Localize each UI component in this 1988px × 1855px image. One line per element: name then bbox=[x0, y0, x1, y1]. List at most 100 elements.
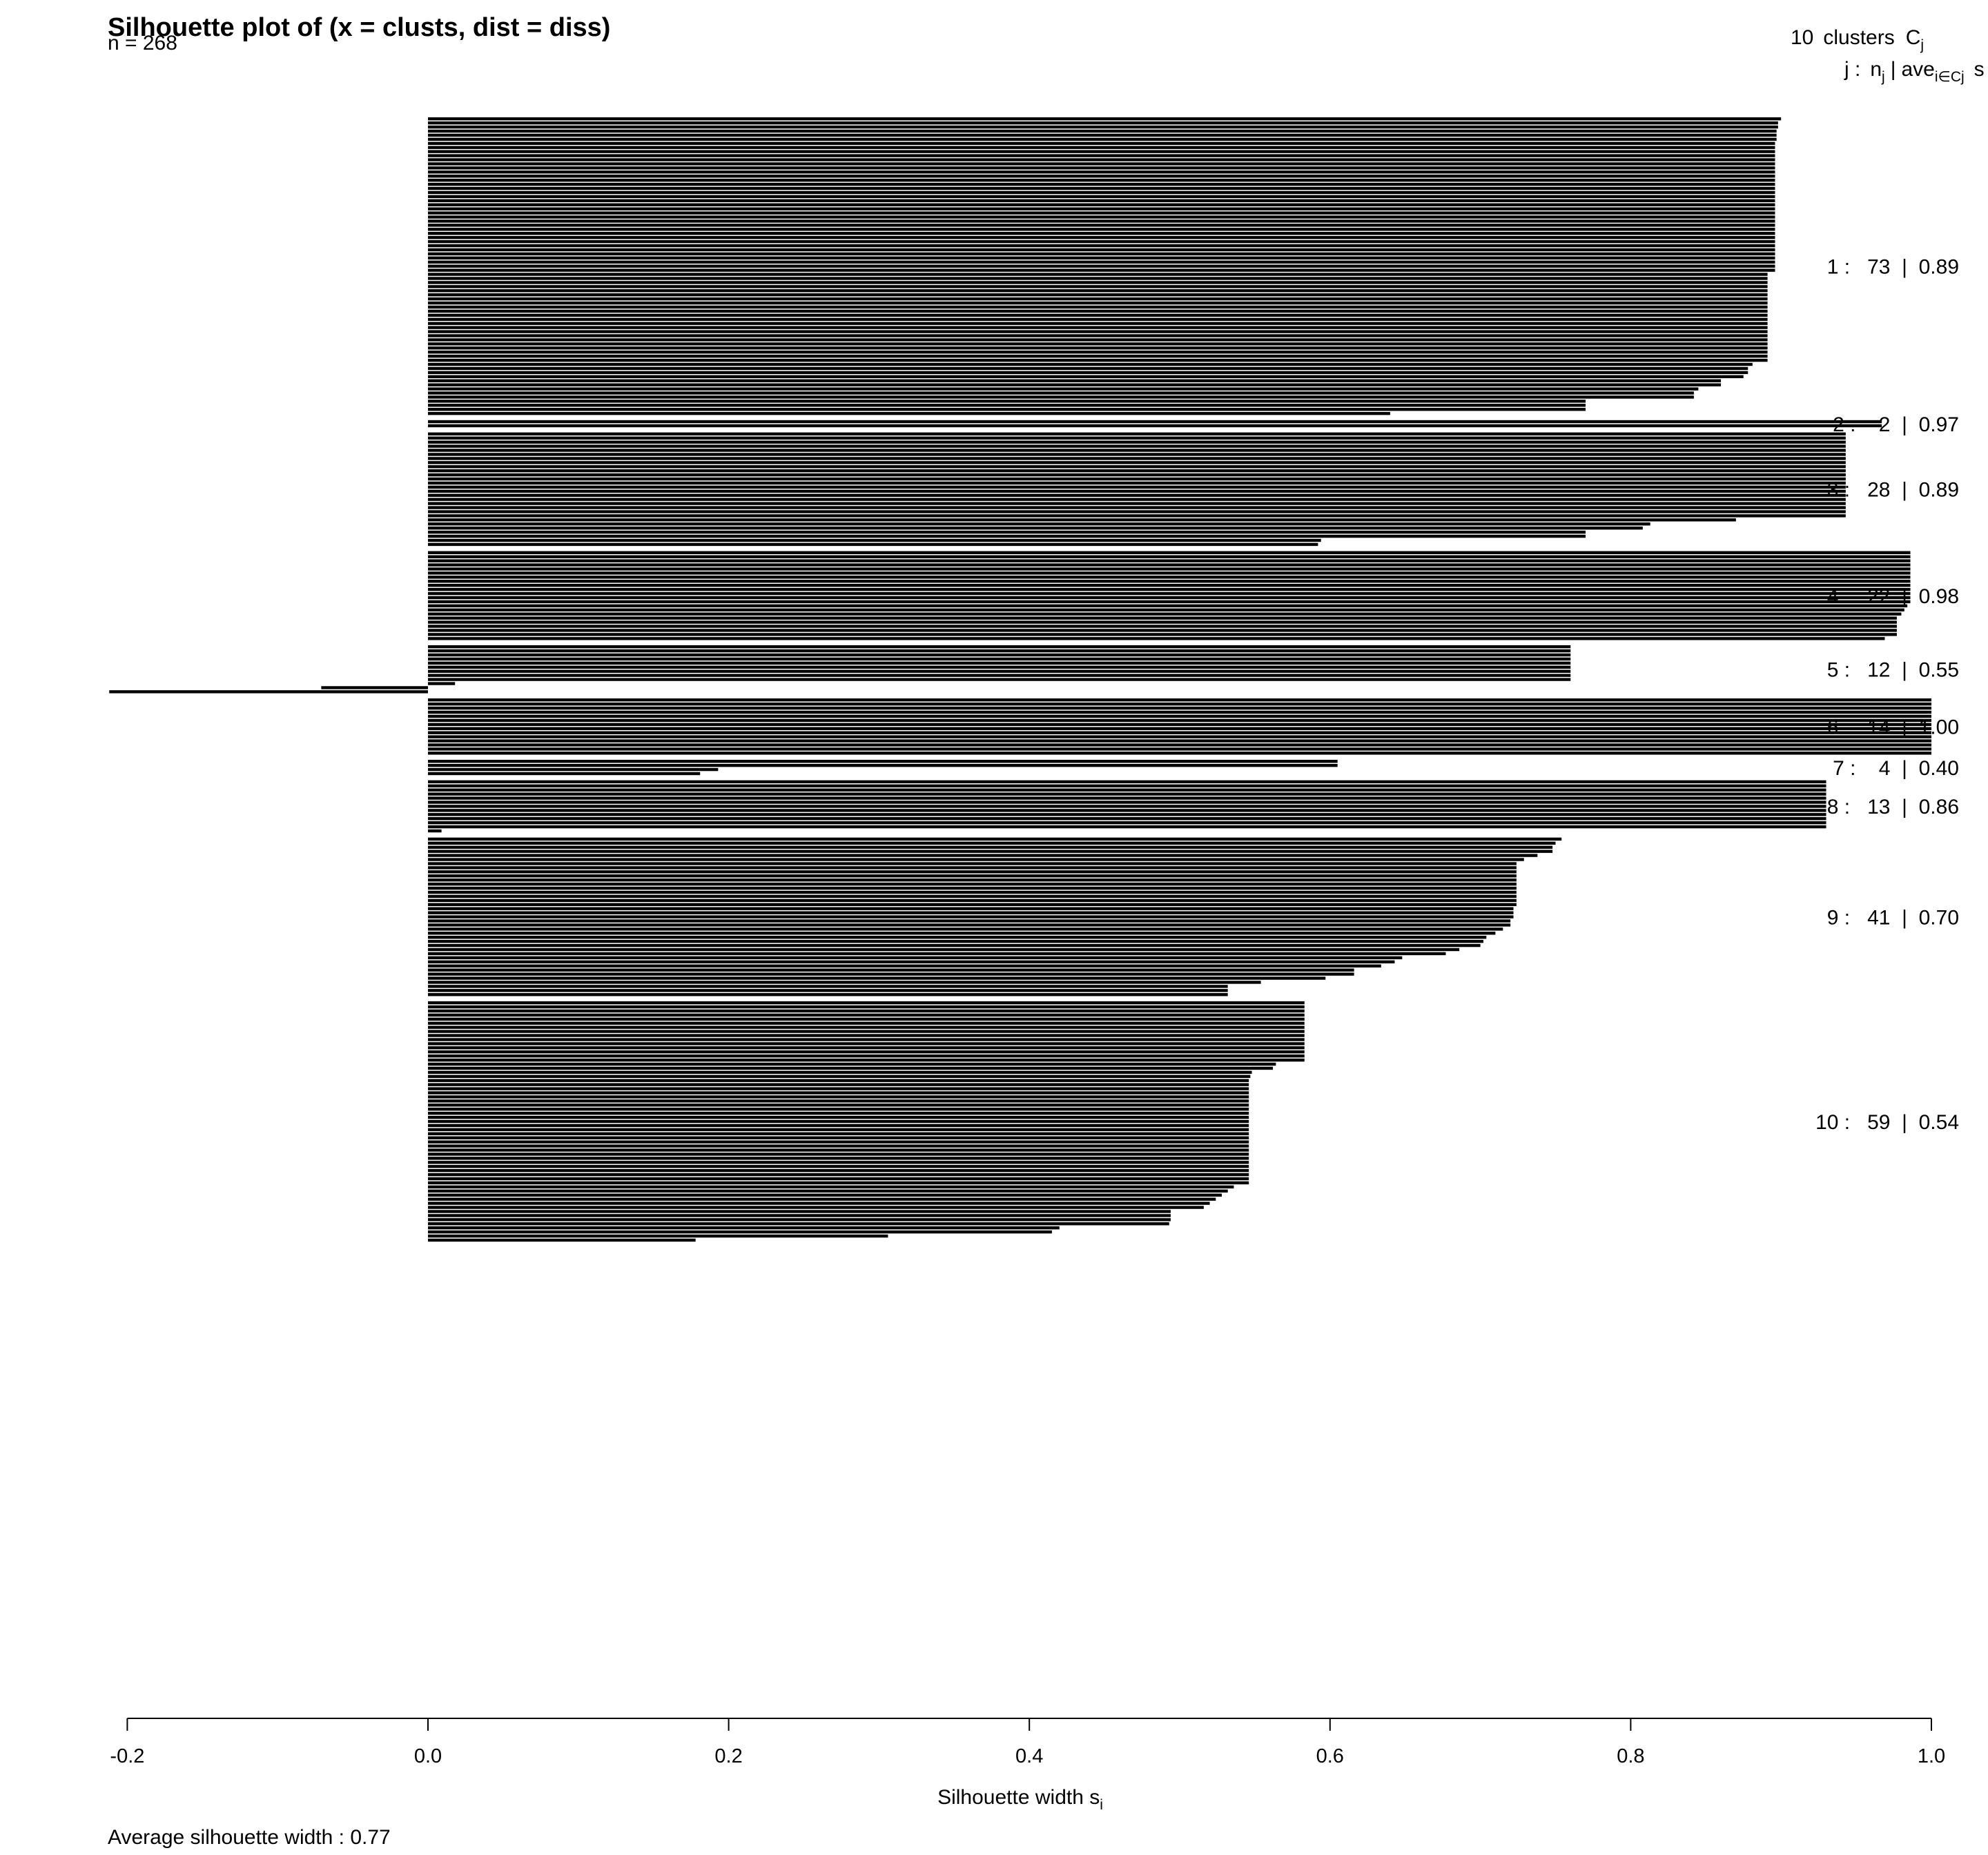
silhouette-bar-cluster-3 bbox=[428, 465, 1846, 469]
silhouette-bar-cluster-10 bbox=[428, 1119, 1249, 1123]
silhouette-bar-cluster-4 bbox=[428, 559, 1911, 562]
silhouette-bar-cluster-9 bbox=[428, 841, 1556, 845]
silhouette-bar-cluster-10 bbox=[428, 1165, 1249, 1168]
x-tick-label: 1.0 bbox=[1918, 1745, 1945, 1767]
silhouette-bar-cluster-9 bbox=[428, 854, 1538, 857]
silhouette-bar-cluster-3 bbox=[428, 530, 1586, 534]
silhouette-bar-cluster-9 bbox=[428, 976, 1326, 980]
silhouette-bar-cluster-10 bbox=[428, 1079, 1249, 1082]
silhouette-bar-cluster-3 bbox=[428, 473, 1846, 477]
silhouette-bar-cluster-8 bbox=[428, 792, 1826, 796]
silhouette-bar-cluster-1 bbox=[428, 309, 1768, 313]
silhouette-bar-cluster-4 bbox=[428, 591, 1911, 596]
silhouette-bar-cluster-6 bbox=[428, 698, 1931, 702]
silhouette-bar-cluster-1 bbox=[428, 277, 1768, 280]
silhouette-bar-cluster-3 bbox=[428, 444, 1846, 448]
silhouette-bar-cluster-1 bbox=[428, 379, 1722, 382]
silhouette-bar-cluster-10 bbox=[428, 1201, 1210, 1205]
silhouette-bar-cluster-1 bbox=[428, 297, 1768, 301]
silhouette-bar-cluster-1 bbox=[428, 133, 1777, 137]
header-n-sub: j bbox=[1881, 69, 1885, 85]
silhouette-bar-cluster-1 bbox=[428, 400, 1586, 403]
silhouette-bar-cluster-4 bbox=[428, 576, 1911, 579]
silhouette-bar-cluster-9 bbox=[428, 870, 1517, 874]
silhouette-bar-cluster-10 bbox=[428, 1034, 1305, 1037]
silhouette-bar-cluster-1 bbox=[428, 146, 1775, 149]
silhouette-bar-cluster-8 bbox=[428, 805, 1826, 808]
silhouette-bar-cluster-3 bbox=[428, 502, 1846, 505]
silhouette-bar-cluster-5 bbox=[428, 665, 1571, 669]
silhouette-bar-cluster-4 bbox=[428, 584, 1911, 587]
silhouette-bar-cluster-2 bbox=[428, 424, 1882, 428]
silhouette-bar-cluster-7 bbox=[428, 763, 1338, 767]
silhouette-bar-cluster-3 bbox=[428, 498, 1846, 501]
silhouette-bar-cluster-1 bbox=[428, 186, 1775, 190]
silhouette-bar-cluster-1 bbox=[428, 346, 1768, 350]
header-columns: j : nj | avei∈Cj s bbox=[1844, 58, 1985, 85]
silhouette-bar-cluster-9 bbox=[428, 968, 1354, 972]
silhouette-bar-cluster-5 bbox=[428, 661, 1571, 665]
cluster-label-5: 5 : 12 | 0.55 bbox=[1827, 659, 1959, 682]
silhouette-bar-cluster-1 bbox=[428, 322, 1768, 325]
silhouette-bar-cluster-3 bbox=[428, 510, 1846, 513]
silhouette-bar-cluster-1 bbox=[428, 158, 1775, 161]
silhouette-bar-cluster-10 bbox=[428, 1123, 1249, 1128]
silhouette-bar-cluster-10 bbox=[428, 1161, 1249, 1164]
silhouette-bar-cluster-9 bbox=[428, 964, 1381, 968]
silhouette-bar-cluster-1 bbox=[428, 383, 1722, 386]
silhouette-bar-cluster-1 bbox=[428, 273, 1768, 276]
silhouette-bar-cluster-9 bbox=[428, 960, 1395, 963]
header-ave: ave bbox=[1902, 58, 1935, 81]
silhouette-bar-cluster-1 bbox=[428, 175, 1775, 178]
silhouette-bar-cluster-1 bbox=[428, 313, 1768, 317]
silhouette-bar-cluster-10 bbox=[428, 1070, 1252, 1074]
header-n: n bbox=[1870, 58, 1882, 81]
cluster-label-8: 8 : 13 | 0.86 bbox=[1827, 796, 1959, 818]
silhouette-bar-cluster-9 bbox=[428, 936, 1487, 939]
silhouette-bar-cluster-10 bbox=[428, 1140, 1249, 1144]
silhouette-bar-cluster-1 bbox=[428, 154, 1775, 157]
silhouette-bar-cluster-3 bbox=[428, 493, 1846, 497]
header-clusters: 10 clusters Cj bbox=[1791, 26, 1924, 53]
silhouette-bar-cluster-10 bbox=[428, 1169, 1249, 1172]
x-axis-label: Silhouette width si bbox=[937, 1786, 1103, 1813]
silhouette-bar-cluster-9 bbox=[428, 952, 1446, 956]
silhouette-bar-cluster-10 bbox=[428, 1144, 1249, 1148]
silhouette-bar-cluster-1 bbox=[428, 338, 1768, 342]
silhouette-bar-cluster-7 bbox=[428, 772, 701, 776]
silhouette-bar-cluster-6 bbox=[428, 706, 1931, 710]
silhouette-bar-cluster-8 bbox=[428, 796, 1826, 800]
silhouette-bar-cluster-3 bbox=[428, 506, 1846, 509]
silhouette-bar-cluster-4 bbox=[428, 563, 1911, 567]
header-cluster-count: 10 bbox=[1791, 26, 1813, 49]
silhouette-bar-cluster-5 bbox=[428, 678, 1571, 681]
silhouette-bar-cluster-1 bbox=[428, 334, 1768, 337]
silhouette-bar-cluster-9 bbox=[428, 907, 1514, 910]
silhouette-bar-cluster-10 bbox=[428, 1128, 1249, 1132]
silhouette-bar-cluster-3 bbox=[428, 542, 1318, 547]
x-tick-label: 0.0 bbox=[414, 1745, 442, 1767]
silhouette-bar-cluster-10 bbox=[428, 1042, 1305, 1046]
silhouette-bar-cluster-4 bbox=[428, 633, 1897, 636]
silhouette-bar-cluster-1 bbox=[428, 411, 1390, 415]
silhouette-bar-cluster-1 bbox=[428, 268, 1775, 272]
silhouette-bar-cluster-9 bbox=[428, 915, 1514, 919]
silhouette-bar-cluster-3 bbox=[428, 461, 1846, 464]
silhouette-bar-cluster-5 bbox=[321, 686, 428, 689]
silhouette-bar-cluster-6 bbox=[428, 718, 1931, 723]
silhouette-bar-cluster-10 bbox=[428, 1206, 1204, 1209]
cluster-label-1: 1 : 73 | 0.89 bbox=[1827, 255, 1959, 278]
silhouette-bar-cluster-1 bbox=[428, 293, 1768, 297]
silhouette-bar-cluster-1 bbox=[428, 391, 1694, 395]
silhouette-bar-cluster-10 bbox=[428, 1062, 1276, 1066]
silhouette-bar-cluster-1 bbox=[428, 195, 1775, 199]
silhouette-bar-cluster-1 bbox=[428, 244, 1775, 248]
silhouette-bar-cluster-1 bbox=[428, 252, 1775, 256]
silhouette-bar-cluster-3 bbox=[428, 432, 1846, 436]
silhouette-bar-cluster-9 bbox=[428, 899, 1517, 903]
silhouette-bar-cluster-1 bbox=[428, 224, 1775, 227]
silhouette-bar-cluster-9 bbox=[428, 939, 1483, 943]
silhouette-bar-cluster-4 bbox=[428, 571, 1911, 575]
silhouette-bar-cluster-9 bbox=[428, 928, 1503, 931]
silhouette-bar-cluster-4 bbox=[428, 580, 1911, 583]
